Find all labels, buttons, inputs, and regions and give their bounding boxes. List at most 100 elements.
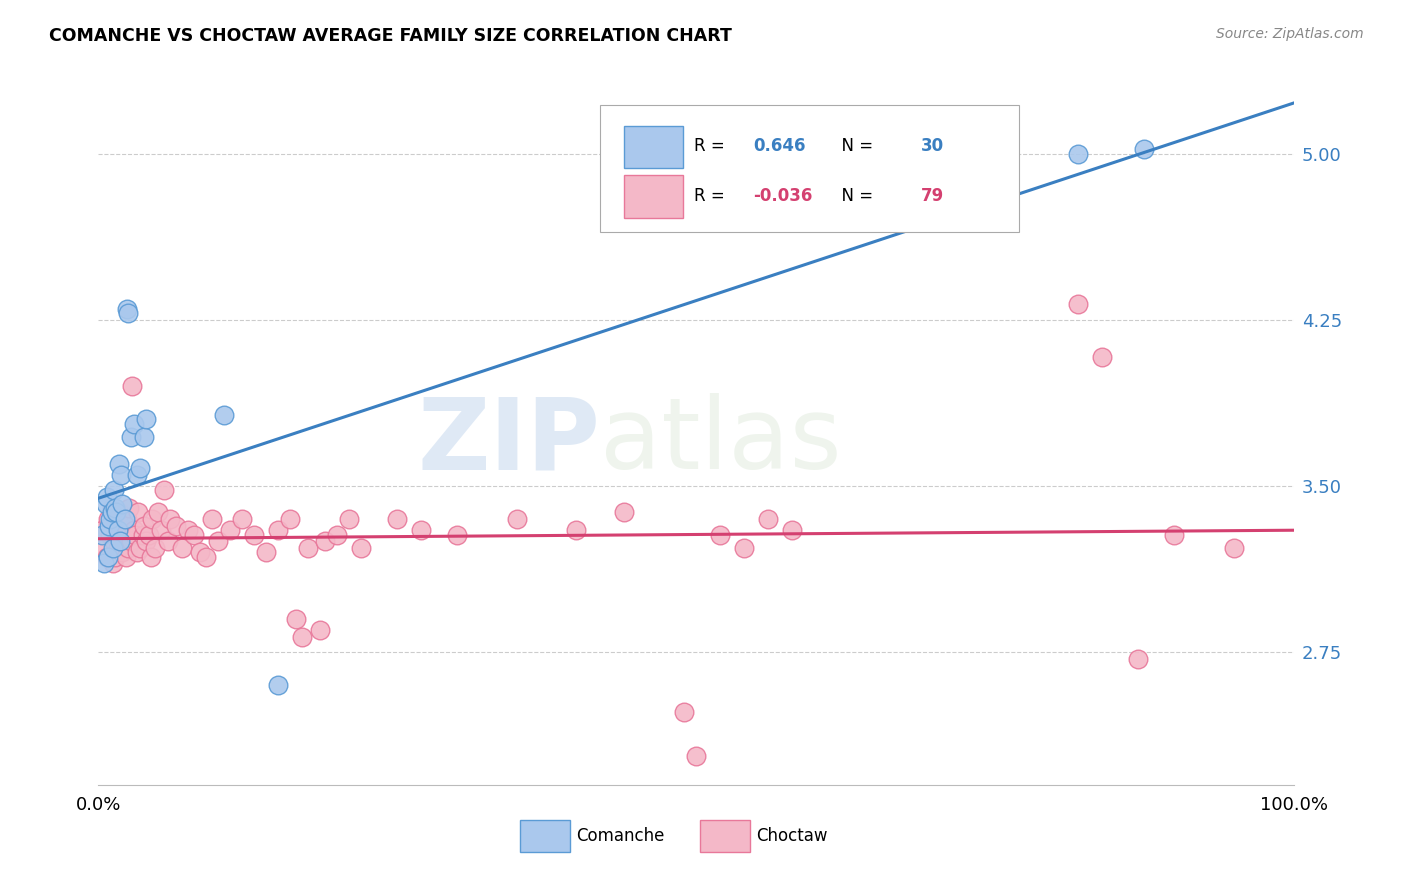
Point <box>98 518 121 533</box>
Point <box>135 412 157 426</box>
Point <box>183 527 205 541</box>
Point <box>756 512 779 526</box>
Point <box>124 523 146 537</box>
Point <box>98 527 122 541</box>
Point <box>103 483 125 498</box>
Text: 0.646: 0.646 <box>754 137 806 155</box>
Point <box>91 527 114 541</box>
Point <box>100 505 122 519</box>
Point <box>243 527 266 541</box>
Point <box>125 467 148 482</box>
Point <box>165 518 187 533</box>
Text: R =: R = <box>693 187 730 205</box>
Point <box>141 512 163 526</box>
Point <box>129 461 152 475</box>
Point <box>267 523 290 537</box>
Point <box>685 749 707 764</box>
Point <box>188 545 211 559</box>
Point <box>284 612 307 626</box>
Point <box>107 505 129 519</box>
FancyBboxPatch shape <box>624 175 683 218</box>
Point <box>212 408 235 422</box>
Point <box>1128 651 1150 665</box>
Point <box>148 505 170 519</box>
Text: N =: N = <box>831 187 879 205</box>
Point <box>112 534 135 549</box>
Point <box>111 497 134 511</box>
Point <box>132 518 155 533</box>
Point <box>115 301 138 316</box>
FancyBboxPatch shape <box>520 820 571 852</box>
Text: R =: R = <box>693 137 730 155</box>
Point <box>159 512 181 526</box>
Point <box>201 512 224 526</box>
Point <box>94 497 117 511</box>
Point <box>709 527 731 541</box>
Point <box>104 549 127 564</box>
FancyBboxPatch shape <box>624 126 683 169</box>
Point <box>153 483 176 498</box>
Point <box>339 512 361 526</box>
Point <box>278 512 301 526</box>
Point <box>115 549 138 564</box>
Point <box>267 678 290 692</box>
Point <box>108 534 131 549</box>
Point <box>326 527 349 541</box>
Point <box>105 505 128 519</box>
Point <box>105 523 128 537</box>
Point <box>149 523 172 537</box>
Point <box>110 467 132 482</box>
Text: COMANCHE VS CHOCTAW AVERAGE FAMILY SIZE CORRELATION CHART: COMANCHE VS CHOCTAW AVERAGE FAMILY SIZE … <box>49 27 733 45</box>
Text: Source: ZipAtlas.com: Source: ZipAtlas.com <box>1216 27 1364 41</box>
Point <box>315 534 337 549</box>
Point <box>385 512 409 526</box>
Point <box>117 306 139 320</box>
Point <box>103 534 125 549</box>
Point <box>110 518 132 533</box>
Text: 79: 79 <box>921 187 943 205</box>
Point <box>118 501 141 516</box>
Point <box>107 541 129 555</box>
Text: atlas: atlas <box>600 393 842 490</box>
Text: 30: 30 <box>921 137 943 155</box>
Point <box>115 512 138 526</box>
Point <box>114 527 136 541</box>
Point <box>100 501 122 516</box>
Point <box>254 545 277 559</box>
Text: ZIP: ZIP <box>418 393 600 490</box>
Point <box>93 541 115 555</box>
Point <box>124 417 146 431</box>
Point <box>107 523 129 537</box>
Point <box>129 541 152 555</box>
Point <box>107 457 129 471</box>
Point <box>1091 351 1114 365</box>
Text: Comanche: Comanche <box>576 827 665 845</box>
Point <box>138 527 160 541</box>
Point <box>1067 297 1090 311</box>
Point <box>108 527 131 541</box>
Point <box>1223 541 1246 555</box>
Point <box>177 523 200 537</box>
Point <box>96 490 118 504</box>
Text: Choctaw: Choctaw <box>756 827 827 845</box>
Text: N =: N = <box>831 137 879 155</box>
Point <box>93 557 115 571</box>
Point <box>733 541 755 555</box>
Point <box>125 545 148 559</box>
Point <box>156 534 179 549</box>
Point <box>565 523 588 537</box>
Point <box>98 512 122 526</box>
Point <box>780 523 803 537</box>
Point <box>117 541 139 555</box>
Point <box>111 545 134 559</box>
Point <box>120 430 142 444</box>
Point <box>101 557 124 571</box>
Point <box>135 534 157 549</box>
FancyBboxPatch shape <box>700 820 749 852</box>
Point <box>97 512 120 526</box>
Point <box>97 549 120 564</box>
Point <box>1163 527 1185 541</box>
Point <box>308 623 330 637</box>
Point <box>132 430 155 444</box>
Point <box>613 505 636 519</box>
